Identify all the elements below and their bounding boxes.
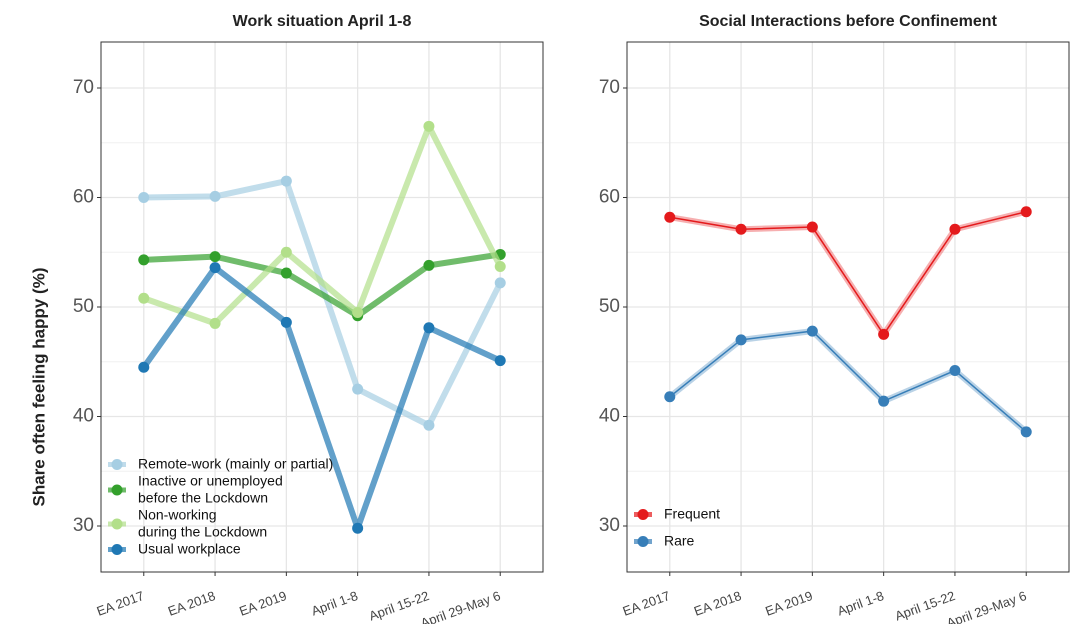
- data-point: [806, 325, 818, 337]
- x-tick-label: April 1-8: [835, 588, 886, 619]
- data-point: [138, 361, 150, 373]
- series-line: [669, 330, 1027, 433]
- x-tick-label: EA 2018: [166, 588, 217, 619]
- x-tick-label: April 29-May 6: [419, 588, 503, 624]
- data-point: [664, 391, 676, 403]
- data-point: [1020, 426, 1032, 438]
- data-point: [209, 190, 221, 202]
- legend-marker: [111, 518, 123, 530]
- y-tick-label: 50: [599, 296, 620, 317]
- x-tick-label: EA 2017: [95, 588, 146, 619]
- y-tick-label: 30: [599, 515, 620, 536]
- legend-marker: [637, 509, 649, 520]
- data-point: [878, 395, 890, 407]
- y-tick-label: 50: [73, 296, 94, 317]
- data-point: [806, 221, 818, 233]
- series-line: [143, 251, 501, 319]
- y-tick-label: 60: [73, 187, 94, 208]
- data-point: [138, 254, 150, 266]
- data-point: [664, 211, 676, 223]
- data-point: [423, 120, 435, 132]
- x-tick-label: EA 2017: [621, 588, 672, 619]
- data-point: [352, 306, 364, 318]
- y-tick-label: 30: [73, 515, 94, 536]
- x-tick-label: EA 2019: [237, 588, 288, 619]
- data-point: [280, 267, 292, 279]
- plot-border: [626, 41, 1070, 573]
- legend-label: Inactive or unemployed before the Lockdow…: [138, 472, 283, 505]
- data-point: [494, 277, 506, 289]
- data-point: [423, 419, 435, 431]
- series-line: [143, 178, 503, 429]
- data-point: [949, 223, 961, 235]
- y-axis-label: Share often feeling happy (%): [29, 268, 48, 507]
- chart-title: Social Interactions before Confinement: [699, 13, 998, 30]
- legend-label: Non-working during the Lockdown: [138, 506, 267, 539]
- x-tick-label: EA 2018: [692, 588, 743, 619]
- data-point: [423, 259, 435, 271]
- data-point: [494, 260, 506, 272]
- y-tick-label: 40: [73, 406, 94, 427]
- series-line: [141, 264, 502, 532]
- legend-label: Frequent: [664, 505, 720, 521]
- x-tick-label: April 1-8: [309, 588, 360, 619]
- data-point: [352, 383, 364, 395]
- legend-marker: [111, 484, 123, 496]
- data-point: [878, 328, 890, 340]
- data-point: [138, 292, 150, 304]
- legend-marker: [111, 544, 123, 555]
- y-tick-label: 40: [599, 406, 620, 427]
- data-point: [280, 175, 292, 187]
- plot-border: [100, 41, 544, 573]
- data-point: [209, 251, 221, 263]
- data-point: [949, 365, 961, 377]
- series-line: [669, 211, 1027, 336]
- x-tick-label: April 29-May 6: [945, 588, 1029, 624]
- series-line: [142, 123, 503, 327]
- data-point: [423, 322, 435, 334]
- data-point: [494, 355, 506, 367]
- data-point: [209, 262, 221, 274]
- legend-marker: [111, 459, 123, 470]
- data-point: [352, 522, 364, 534]
- y-tick-label: 60: [599, 187, 620, 208]
- series-band: [669, 208, 1027, 338]
- data-point: [280, 316, 292, 328]
- y-tick-label: 70: [73, 77, 94, 98]
- data-point: [280, 246, 292, 258]
- data-point: [138, 191, 150, 203]
- y-tick-label: 70: [599, 77, 620, 98]
- legend-label: Usual workplace: [138, 540, 241, 556]
- data-point: [735, 334, 747, 346]
- legend-label: Remote-work (mainly or partial): [138, 455, 333, 471]
- data-point: [1020, 206, 1032, 218]
- x-tick-label: EA 2019: [763, 588, 814, 619]
- legend-marker: [637, 536, 649, 547]
- data-point: [735, 223, 747, 235]
- legend-label: Rare: [664, 532, 695, 548]
- data-point: [209, 317, 221, 329]
- chart-title: Work situation April 1-8: [233, 13, 412, 30]
